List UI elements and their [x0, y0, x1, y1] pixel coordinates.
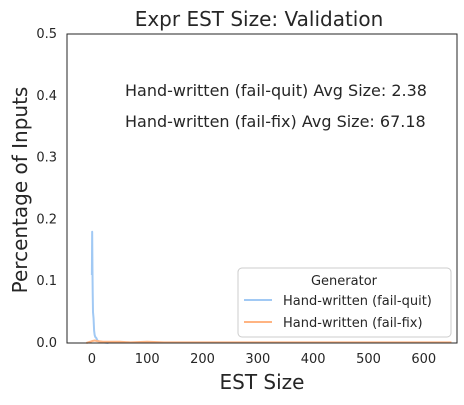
y-tick-label: 0.4	[36, 89, 57, 104]
series-line-0	[90, 230, 109, 344]
series-lines	[86, 230, 452, 344]
x-tick-label: 600	[411, 352, 436, 367]
x-axis-label: EST Size	[220, 370, 305, 394]
x-tick-labels: 0 100 200 300 400 500 600	[88, 352, 436, 367]
x-tick-label: 0	[88, 352, 96, 367]
legend-label-fail-quit: Hand-written (fail-quit)	[283, 294, 432, 309]
x-tick-label: 100	[135, 352, 160, 367]
y-tick-label: 0.3	[36, 151, 57, 166]
x-tick-label: 400	[301, 352, 326, 367]
x-tick-label: 200	[190, 352, 215, 367]
annotation-fail-quit: Hand-written (fail-quit) Avg Size: 2.38	[125, 81, 427, 100]
plot-frame	[66, 33, 458, 344]
y-tick-label: 0.0	[36, 336, 57, 351]
y-tick-label: 0.5	[36, 27, 57, 42]
legend-label-fail-fix: Hand-written (fail-fix)	[283, 316, 423, 331]
chart-title: Expr EST Size: Validation	[135, 7, 384, 31]
y-tick-labels: 0.0 0.1 0.2 0.3 0.4 0.5	[36, 27, 57, 351]
y-tick-label: 0.2	[36, 212, 57, 227]
x-tick-label: 300	[245, 352, 270, 367]
legend: Generator Hand-written (fail-quit) Hand-…	[237, 267, 452, 338]
annotation-fail-fix: Hand-written (fail-fix) Avg Size: 67.18	[125, 112, 426, 131]
series-line-1	[86, 339, 452, 344]
y-axis-label: Percentage of Inputs	[8, 87, 32, 294]
legend-title: Generator	[311, 274, 378, 289]
y-tick-label: 0.1	[36, 274, 57, 289]
legend-box	[237, 267, 452, 338]
x-tick-label: 500	[356, 352, 381, 367]
